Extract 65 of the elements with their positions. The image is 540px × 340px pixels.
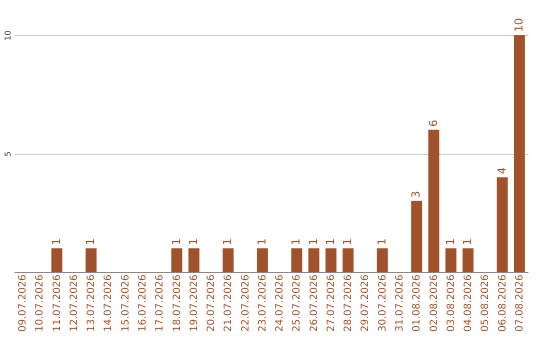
data-label: 1 <box>255 238 268 246</box>
data-label: 1 <box>50 238 63 246</box>
x-tick-label: 31.07.2026 <box>394 274 406 332</box>
x-tick-label: 26.07.2026 <box>308 274 320 332</box>
x-tick-label: 09.07.2026 <box>18 274 29 332</box>
x-tick-label: 01.08.2026 <box>412 274 423 332</box>
bar <box>308 248 320 272</box>
x-tick-label: 20.07.2026 <box>206 274 218 332</box>
data-label: 1 <box>444 238 457 246</box>
data-label: 4 <box>495 167 508 174</box>
data-label: 1 <box>324 238 337 246</box>
x-tick-label: 05.08.2026 <box>480 274 492 332</box>
x-tick-label: 03.08.2026 <box>446 274 457 332</box>
data-label: 1 <box>221 238 234 246</box>
data-label: 1 <box>461 238 474 246</box>
bar <box>325 248 336 272</box>
x-tick-label: 11.07.2026 <box>52 274 63 332</box>
bar <box>428 130 440 272</box>
data-label: 1 <box>84 238 98 246</box>
x-tick-label: 23.07.2026 <box>257 274 268 332</box>
bar <box>86 248 97 272</box>
data-label: 1 <box>375 238 388 246</box>
bar <box>376 248 388 272</box>
bar <box>445 248 456 272</box>
x-tick-label: 19.07.2026 <box>188 274 200 332</box>
x-tick-label: 12.07.2026 <box>68 274 80 332</box>
bar <box>291 248 302 272</box>
bar <box>496 177 508 272</box>
x-tick-label: 07.08.2026 <box>514 274 526 332</box>
data-label: 1 <box>290 238 303 246</box>
data-label: 1 <box>341 238 354 246</box>
data-label: 3 <box>410 190 423 198</box>
bar <box>256 248 268 272</box>
data-label: 1 <box>186 238 200 246</box>
x-tick-label: 14.07.2026 <box>103 274 114 332</box>
bar <box>222 248 234 272</box>
bar <box>411 200 422 272</box>
data-label: 1 <box>306 238 320 246</box>
data-label: 10 <box>512 18 526 32</box>
x-tick-label: 06.08.2026 <box>497 274 508 332</box>
x-tick-label: 22.07.2026 <box>240 274 252 332</box>
x-tick-label: 02.08.2026 <box>428 274 440 332</box>
x-tick-label: 27.07.2026 <box>326 274 337 332</box>
bar <box>462 248 474 272</box>
x-tick-label: 29.07.2026 <box>360 274 372 332</box>
x-tick-label: 17.07.2026 <box>154 274 166 332</box>
bar <box>342 248 354 272</box>
data-label: 6 <box>426 120 440 127</box>
x-tick-label: 13.07.2026 <box>86 274 98 332</box>
x-tick-label: 15.07.2026 <box>120 274 132 332</box>
x-tick-label: 16.07.2026 <box>138 274 148 332</box>
x-tick-label: 18.07.2026 <box>172 274 183 332</box>
x-tick-label: 28.07.2026 <box>343 274 354 332</box>
x-tick-label: 04.08.2026 <box>463 274 474 332</box>
bar <box>171 248 182 272</box>
y-tick-label: 5 <box>4 151 12 157</box>
data-label: 1 <box>170 238 183 246</box>
bar <box>51 248 62 272</box>
x-tick-label: 30.07.2026 <box>377 274 388 332</box>
x-tick-label: 25.07.2026 <box>292 274 303 332</box>
x-tick-label: 24.07.2026 <box>274 274 286 332</box>
x-tick-label: 21.07.2026 <box>223 274 234 332</box>
bar <box>514 35 525 272</box>
x-tick-label: 10.07.2026 <box>34 274 46 332</box>
bar <box>188 248 200 272</box>
